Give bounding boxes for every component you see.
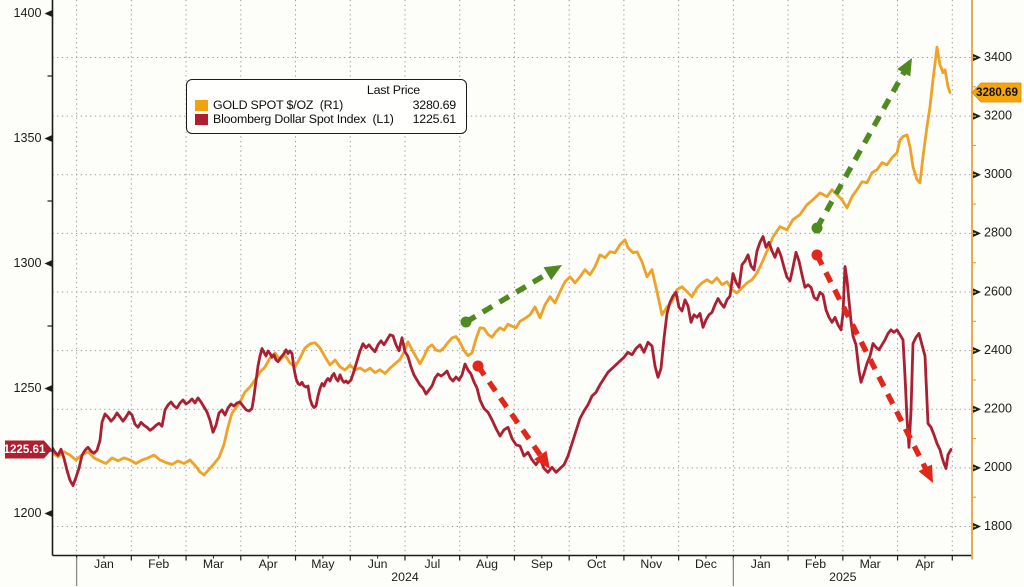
- right-axis-label: 1800: [984, 519, 1012, 533]
- right-axis-tick-arrow-icon: [973, 347, 981, 355]
- left-axis-tick-arrow-icon: [44, 509, 53, 518]
- left-axis-tick-arrow-icon: [44, 9, 53, 18]
- right-axis-tick-arrow-icon: [973, 53, 981, 62]
- legend-title: Last Price: [366, 83, 420, 97]
- gold-price-line: [52, 45, 952, 477]
- left-axis-label: 1300: [13, 256, 41, 270]
- right-axis-tick-arrow-icon: [973, 112, 981, 120]
- right-axis-tick-arrow-icon: [973, 522, 981, 531]
- month-label: Jul: [424, 557, 440, 571]
- left-axis-label: 1200: [13, 506, 41, 520]
- gold-uptrend-arrow-1: [464, 269, 553, 325]
- left-axis-tick-arrow-icon: [44, 384, 53, 393]
- dollar-series-value: 1225.61: [412, 112, 457, 126]
- right-axis-label: 3000: [984, 167, 1012, 181]
- month-label: Feb: [805, 557, 826, 571]
- dollar-last-price-tag-text: 1225.61: [4, 443, 46, 456]
- left-axis-tick-arrow-icon: [44, 259, 53, 268]
- month-label: Oct: [587, 557, 607, 571]
- left-axis-label: 1400: [13, 6, 41, 20]
- legend-item-dollar-index: Bloomberg Dollar Spot Index (L1) 1225.61: [195, 112, 456, 126]
- dollar-downtrend-arrow-1-head-icon: [534, 450, 550, 469]
- right-axis-label: 3200: [984, 108, 1012, 122]
- month-label: Jan: [94, 557, 114, 571]
- left-axis-label: 1250: [13, 381, 41, 395]
- legend-box: Last Price GOLD SPOT $/OZ (R1) 3280.69 B…: [186, 79, 467, 134]
- year-label: 2024: [391, 570, 419, 584]
- gold-uptrend-arrow-2-head-icon: [897, 58, 912, 77]
- gold-series-swatch-icon: [195, 99, 208, 111]
- month-label: Aug: [476, 557, 498, 571]
- month-label: May: [311, 557, 335, 571]
- right-axis-label: 3400: [984, 50, 1012, 64]
- gold-uptrend-arrow-1-head-icon: [543, 265, 562, 281]
- month-label: Nov: [640, 557, 663, 571]
- dollar-series-label: Bloomberg Dollar Spot Index (L1): [213, 112, 394, 126]
- left-axis-tick-arrow-icon: [44, 134, 53, 143]
- dollar-downtrend-arrow-2-head-icon: [918, 464, 933, 483]
- dollar-downtrend-arrow-2: [814, 253, 930, 473]
- right-axis-tick-arrow-icon: [973, 229, 981, 237]
- left-axis-label: 1350: [13, 131, 41, 145]
- month-label: Sep: [531, 557, 553, 571]
- right-axis-label: 2000: [984, 460, 1012, 474]
- right-axis-label: 2400: [984, 343, 1012, 357]
- right-axis-tick-arrow-icon: [973, 171, 981, 179]
- right-axis-tick-arrow-icon: [973, 288, 981, 296]
- right-axis-label: 2200: [984, 402, 1012, 416]
- dollar-last-price-tag: [5, 440, 52, 459]
- dollar-index-line: [52, 235, 953, 487]
- gold-last-price-tag-text: 3280.69: [976, 86, 1018, 99]
- month-label: Jun: [368, 557, 388, 571]
- right-axis-label: 2800: [984, 226, 1012, 240]
- legend-item-gold: GOLD SPOT $/OZ (R1) 3280.69: [195, 98, 456, 112]
- right-axis-label: 2600: [984, 284, 1012, 298]
- month-label: Apr: [259, 557, 278, 571]
- month-label: Apr: [915, 557, 934, 571]
- gold-uptrend-arrow-2: [814, 68, 909, 230]
- dollar-series-swatch-icon: [195, 113, 208, 125]
- month-label: Jan: [751, 557, 771, 571]
- month-label: Feb: [148, 557, 169, 571]
- month-label: Mar: [860, 557, 881, 571]
- right-axis-tick-arrow-icon: [973, 464, 981, 472]
- gold-last-price-tag: [971, 82, 1022, 103]
- gold-series-label: GOLD SPOT $/OZ (R1): [213, 98, 344, 112]
- year-label: 2025: [829, 570, 857, 584]
- right-axis-tick-arrow-icon: [973, 405, 981, 413]
- gold-series-value: 3280.69: [412, 98, 457, 112]
- month-label: Mar: [203, 557, 224, 571]
- month-label: Dec: [695, 557, 717, 571]
